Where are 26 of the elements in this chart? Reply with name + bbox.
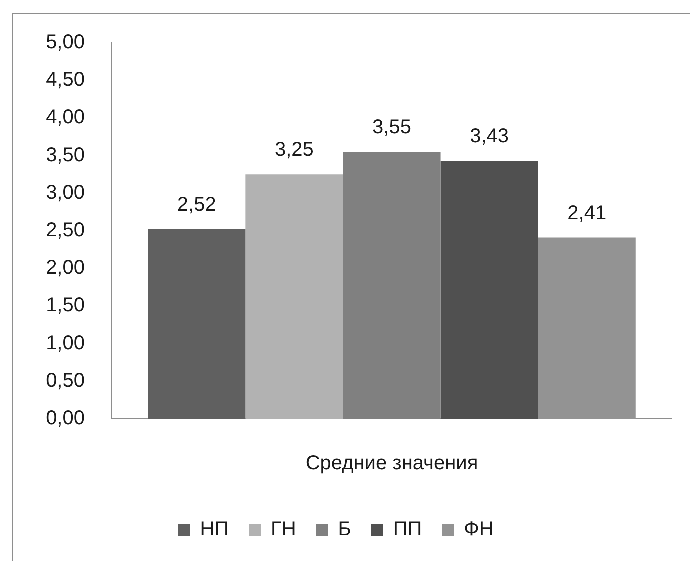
y-tick-label: 2,50 (46, 220, 85, 242)
bar (343, 152, 441, 419)
y-tick-label: 1,00 (46, 332, 85, 354)
data-label: 2,52 (177, 194, 216, 216)
bar (440, 161, 538, 419)
legend-label: Б (338, 518, 352, 541)
data-label: 2,41 (568, 202, 607, 224)
data-label: 3,43 (470, 126, 510, 148)
data-label: 3,55 (372, 116, 412, 139)
y-tick-label: 4,50 (46, 69, 85, 92)
bar (246, 174, 344, 419)
y-tick-label: 0,00 (46, 408, 85, 430)
data-label: 3,25 (274, 139, 314, 162)
y-tick-label: 1,50 (46, 294, 85, 317)
y-tick-label: 4,00 (46, 106, 85, 129)
legend-label: НП (200, 518, 230, 541)
y-tick-label: 5,00 (46, 32, 85, 54)
legend-label: ГН (271, 518, 296, 541)
y-tick-label: 3,00 (46, 182, 85, 204)
y-tick-label: 2,00 (46, 257, 85, 280)
y-tick-label: 3,50 (46, 144, 85, 166)
bar (148, 229, 246, 419)
legend-label: ПП (393, 518, 422, 541)
y-tick-label: 0,50 (46, 370, 85, 392)
x-tick-label: Средние значения (306, 452, 478, 475)
legend-label: ФН (464, 518, 494, 541)
